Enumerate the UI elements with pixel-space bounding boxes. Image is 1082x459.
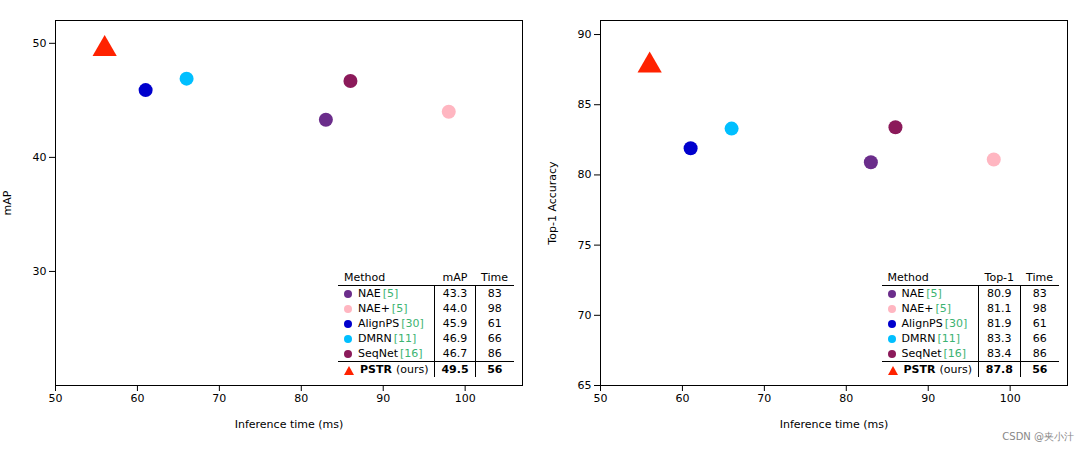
svg-text:60: 60 <box>675 392 689 405</box>
svg-text:Top-1 Accuracy: Top-1 Accuracy <box>546 161 559 246</box>
svg-text:75: 75 <box>578 239 592 252</box>
html-text:83.3: 83.3 <box>987 332 1012 345</box>
html-text:NAE+ [5]: NAE+ [5] <box>357 302 408 315</box>
html-text:AlignPS [30]: AlignPS [30] <box>357 317 424 330</box>
svg-text:40: 40 <box>33 151 47 164</box>
html-text:Top-1: Top-1 <box>984 271 1015 284</box>
svg-text:90: 90 <box>376 392 390 405</box>
html-text:80.9: 80.9 <box>987 287 1012 300</box>
html-text:98: 98 <box>1032 302 1047 315</box>
html-text:56: 56 <box>487 363 503 376</box>
html-text:43.3: 43.3 <box>442 287 468 300</box>
html-text:Method: Method <box>887 271 929 284</box>
svg-text:80: 80 <box>839 392 853 405</box>
html-text:56: 56 <box>1032 363 1048 376</box>
html-text:PSTR (ours): PSTR (ours) <box>903 363 972 376</box>
svg-text:80: 80 <box>578 168 592 181</box>
svg-text:70: 70 <box>212 392 226 405</box>
html-text:61: 61 <box>1032 317 1047 330</box>
html-text:49.5: 49.5 <box>441 363 469 376</box>
html-text:61: 61 <box>487 317 502 330</box>
svg-text:70: 70 <box>578 309 592 322</box>
html-text:DMRN [11]: DMRN [11] <box>357 332 417 345</box>
html-text:DMRN [11]: DMRN [11] <box>901 332 960 345</box>
svg-text:90: 90 <box>921 392 935 405</box>
html-text:46.9: 46.9 <box>442 332 468 345</box>
svg-text:80: 80 <box>294 392 308 405</box>
html-text:SeqNet [16]: SeqNet [16] <box>901 347 967 360</box>
html-text:44.0: 44.0 <box>442 302 468 315</box>
svg-text:90: 90 <box>578 28 592 41</box>
html-text:CSDN @夹小汁: CSDN @夹小汁 <box>1002 431 1074 442</box>
html-text:NAE+ [5]: NAE+ [5] <box>901 302 951 315</box>
html-text:Method: Method <box>343 271 386 284</box>
html-text:Time: Time <box>1026 271 1053 284</box>
html-text:Time: Time <box>481 271 508 284</box>
html-text:46.7: 46.7 <box>442 347 468 360</box>
html-text:87.8: 87.8 <box>985 363 1013 376</box>
html-text:83.4: 83.4 <box>987 347 1012 360</box>
html-text:NAE [5]: NAE [5] <box>357 287 399 300</box>
html-text:SeqNet [16]: SeqNet [16] <box>357 347 423 360</box>
html-text:PSTR (ours): PSTR (ours) <box>359 363 429 376</box>
svg-text:50: 50 <box>33 37 47 50</box>
svg-text:30: 30 <box>33 265 47 278</box>
svg-text:50: 50 <box>594 392 608 405</box>
svg-text:100: 100 <box>1000 392 1021 405</box>
svg-text:70: 70 <box>757 392 771 405</box>
html-text:66: 66 <box>487 332 502 345</box>
svg-text:50: 50 <box>49 392 63 405</box>
svg-text:Inference time (ms): Inference time (ms) <box>235 418 344 431</box>
svg-text:65: 65 <box>578 379 592 392</box>
svg-text:85: 85 <box>578 98 592 111</box>
html-text:81.1: 81.1 <box>987 302 1012 315</box>
html-text:83: 83 <box>487 287 502 300</box>
html-text:NAE [5]: NAE [5] <box>901 287 942 300</box>
html-text:86: 86 <box>487 347 502 360</box>
html-text:mAP: mAP <box>442 271 468 284</box>
html-text:AlignPS [30]: AlignPS [30] <box>901 317 968 330</box>
html-text:98: 98 <box>487 302 502 315</box>
html-text:86: 86 <box>1032 347 1047 360</box>
svg-text:mAP: mAP <box>1 190 14 215</box>
svg-text:60: 60 <box>130 392 144 405</box>
html-text:45.9: 45.9 <box>442 317 468 330</box>
html-text:66: 66 <box>1032 332 1047 345</box>
svg-text:100: 100 <box>455 392 476 405</box>
svg-text:Inference time (ms): Inference time (ms) <box>780 418 889 431</box>
html-text:83: 83 <box>1032 287 1047 300</box>
html-text:81.9: 81.9 <box>987 317 1012 330</box>
